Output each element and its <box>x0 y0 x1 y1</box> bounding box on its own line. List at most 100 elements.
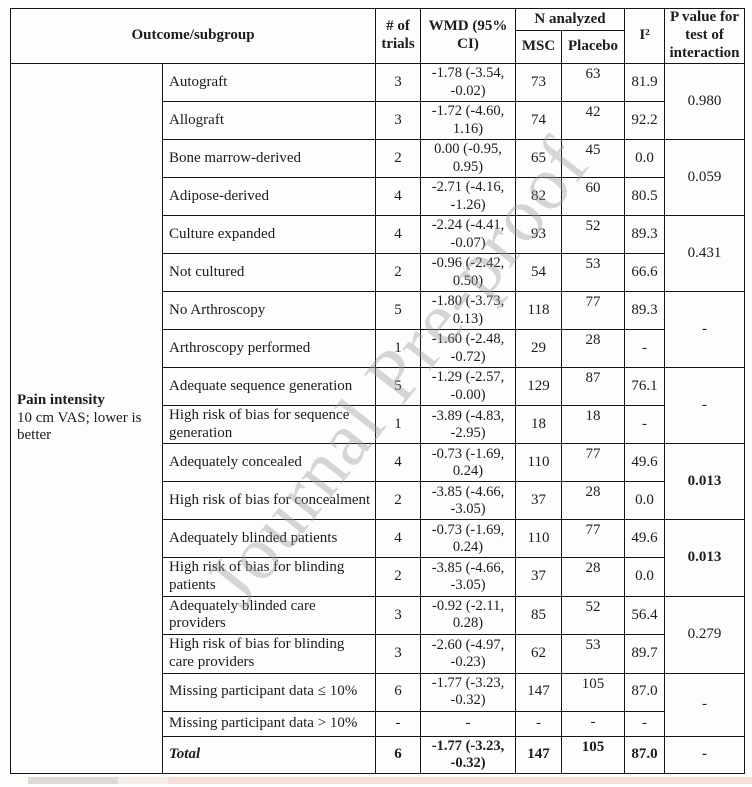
cell-i2: 0.0 <box>624 557 666 597</box>
cell-wmd: -1.60 (-2.48, -0.72) <box>420 329 517 368</box>
cell-num-trials: 5 <box>375 367 422 406</box>
cell-num-trials: 1 <box>375 404 422 445</box>
cell-subgroup: Arthroscopy performed <box>161 329 377 368</box>
cell-msc: 129 <box>515 367 563 406</box>
cell-i2: 0.0 <box>624 481 666 521</box>
cell-wmd: -3.89 (-4.83, -2.95) <box>420 404 517 445</box>
cell-num-trials: 4 <box>375 177 422 216</box>
table-header: Outcome/subgroup # of trials WMD (95% CI… <box>9 8 746 64</box>
cell-subgroup: Adequately concealed <box>161 443 377 483</box>
cell-num-trials: 4 <box>375 443 422 483</box>
cell-subgroup: Total <box>161 735 377 774</box>
table-row: Adequately concealed 4 -0.73 (-1.69, 0.24)… <box>11 443 746 521</box>
table-row: Allograft 3 -1.72 (-4.60, 1.16) 74 42 92.2 <box>11 101 745 140</box>
table-row: High risk of bias for sequence generatio… <box>11 404 745 445</box>
header-placebo: Placebo <box>561 30 626 64</box>
cell-subgroup: High risk of bias for blinding care prov… <box>161 634 377 674</box>
cell-subgroup: Adequately blinded care providers <box>161 595 377 636</box>
cell-subgroup: Adequate sequence generation <box>161 367 377 406</box>
table-row: High risk of bias for concealment 2 -3.85 … <box>11 481 745 521</box>
cell-subgroup: Missing participant data ≤ 10% <box>161 672 377 712</box>
cell-i2: 49.6 <box>624 519 666 559</box>
cell-subgroup: High risk of bias for concealment <box>161 481 377 521</box>
cell-wmd: -0.73 (-1.69, 0.24) <box>420 519 517 559</box>
cell-p-value: 0.431 <box>664 215 746 292</box>
cell-wmd: -1.77 (-3.23, -0.32) <box>420 672 517 712</box>
cell-i2: 92.2 <box>624 101 666 140</box>
cell-wmd: -0.92 (-2.11, 0.28) <box>420 595 517 636</box>
cell-placebo: 77 <box>561 291 626 330</box>
cell-i2: 76.1 <box>624 367 666 406</box>
cell-p-value: 0.980 <box>664 63 746 140</box>
table-row: Total 6 -1.77 (-3.23, -0.32) 147 105 87.0- <box>11 735 746 774</box>
cell-wmd: -1.78 (-3.54, -0.02) <box>420 63 517 102</box>
cell-i2: 89.3 <box>624 215 666 254</box>
header-row-top: Outcome/subgroup # of trials WMD (95% CI… <box>9 8 746 64</box>
table-row: No Arthroscopy 5 -1.80 (-3.73, 0.13) 118 77 8… <box>11 291 746 368</box>
table-row: Missing participant data ≤ 10% 6 -1.77 (-3… <box>11 672 746 737</box>
cell-msc: 73 <box>515 63 563 102</box>
cell-msc: - <box>515 710 563 737</box>
outcome-subtitle: 10 cm VAS; lower is better <box>17 409 142 444</box>
cell-num-trials: 4 <box>375 519 422 559</box>
outcome-title: Pain intensity <box>17 391 105 408</box>
cell-num-trials: 2 <box>375 253 422 292</box>
header-num-trials: # of trials <box>375 8 422 64</box>
cell-msc: 37 <box>515 557 563 597</box>
cell-placebo: 28 <box>561 557 626 597</box>
cell-placebo: 53 <box>561 253 626 292</box>
cell-placebo: 18 <box>561 404 626 445</box>
cell-subgroup: High risk of bias for blinding patients <box>161 557 377 597</box>
cell-placebo: 105 <box>561 672 626 712</box>
cell-placebo: 87 <box>561 367 626 406</box>
cell-placebo: 52 <box>561 595 626 636</box>
cell-wmd: -2.24 (-4.41, -0.07) <box>420 215 517 254</box>
cell-placebo: 63 <box>561 63 626 102</box>
cell-i2: 87.0 <box>624 672 666 712</box>
cell-p-value: - <box>664 366 746 445</box>
cell-subgroup: Autograft <box>161 63 377 102</box>
cell-i2: 81.9 <box>624 63 666 102</box>
cell-subgroup: Not cultured <box>161 253 377 292</box>
cell-num-trials: 3 <box>375 101 422 140</box>
cell-i2: - <box>624 404 666 445</box>
cell-num-trials: 2 <box>375 557 422 597</box>
cell-subgroup: No Arthroscopy <box>161 291 377 330</box>
cell-subgroup: Missing participant data > 10% <box>161 710 377 737</box>
table-row: High risk of bias for blinding patients 2… <box>11 557 745 597</box>
table-row: Bone marrow-derived 2 0.00 (-0.95, 0.95) 65… <box>11 139 746 216</box>
header-wmd: WMD (95% CI) <box>420 8 517 64</box>
table-body: Pain intensity 10 cm VAS; lower is better… <box>10 63 746 774</box>
table-row: Adequately blinded care providers 3 -0.92 … <box>11 595 746 674</box>
cell-num-trials: 3 <box>375 63 422 102</box>
cell-wmd: -1.80 (-3.73, 0.13) <box>420 291 517 330</box>
cell-p-value: 0.013 <box>664 443 746 521</box>
cell-i2: 89.7 <box>624 634 666 674</box>
cell-wmd: -1.29 (-2.57, -0.00) <box>420 367 517 406</box>
header-row-bottom: MSC Placebo <box>11 30 745 64</box>
cell-wmd: -0.96 (-2.42, 0.50) <box>420 253 517 292</box>
cell-wmd: -3.85 (-4.66, -3.05) <box>420 557 517 597</box>
cell-msc: 85 <box>515 595 563 636</box>
cell-placebo: 42 <box>561 101 626 140</box>
cell-p-value: 0.279 <box>664 595 746 674</box>
cell-subgroup: Bone marrow-derived <box>161 139 377 178</box>
cell-subgroup: Adipose-derived <box>161 177 377 216</box>
cell-msc: 29 <box>515 329 563 368</box>
header-n-analyzed: N analyzed <box>515 8 626 31</box>
cell-msc: 82 <box>515 177 563 216</box>
cell-placebo: 28 <box>561 329 626 368</box>
cell-num-trials: 2 <box>375 481 422 521</box>
cell-i2: 66.6 <box>624 253 666 292</box>
cell-num-trials: 5 <box>375 291 422 330</box>
cell-msc: 110 <box>515 443 563 483</box>
table-row: Adequate sequence generation 5 -1.29 (-2.5… <box>11 366 746 445</box>
header-i-squared: I² <box>624 8 666 64</box>
cell-num-trials: 1 <box>375 329 422 368</box>
table-row: Not cultured 2 -0.96 (-2.42, 0.50) 54 53 66.6 <box>11 253 745 292</box>
cell-num-trials: 6 <box>375 672 422 712</box>
table-row: Arthroscopy performed 1 -1.60 (-2.48, -0.7… <box>11 329 745 368</box>
table-row: Pain intensity 10 cm VAS; lower is better… <box>10 63 746 774</box>
cell-num-trials: 4 <box>375 215 422 254</box>
header-p-value: P value for test of interaction <box>664 8 746 64</box>
